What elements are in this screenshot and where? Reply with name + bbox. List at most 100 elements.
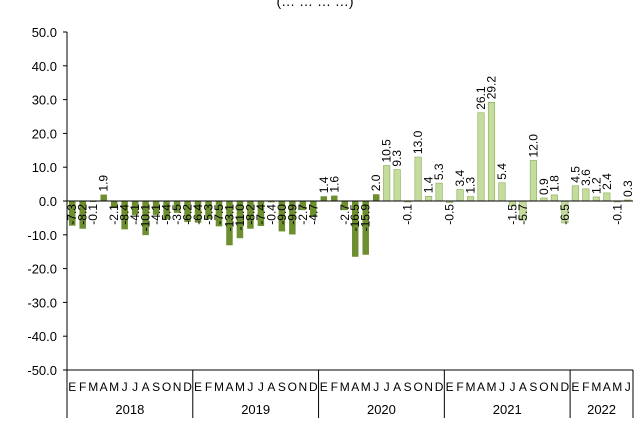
bar (236, 201, 244, 239)
data-label: 0.9 (537, 178, 551, 195)
data-label: -0.1 (610, 204, 624, 225)
x-tick-label: D (183, 380, 192, 394)
x-tick-label: F (79, 380, 86, 394)
bar (582, 188, 590, 202)
x-tick-label: E (320, 380, 328, 394)
bar (68, 201, 76, 226)
data-label: 1.4 (422, 176, 436, 193)
x-tick-label: J (122, 380, 128, 394)
data-label: -6.4 (191, 204, 205, 225)
bar (477, 112, 485, 202)
year-label: 2021 (493, 402, 522, 417)
data-label: -13.1 (222, 204, 236, 232)
bar (571, 185, 579, 202)
data-label: 2.4 (600, 173, 614, 190)
data-label: 5.3 (432, 163, 446, 180)
data-label: -2.1 (107, 204, 121, 225)
data-label: 12.0 (526, 134, 540, 158)
x-tick-label: O (162, 380, 171, 394)
x-tick-label: N (550, 380, 559, 394)
data-label: -11.0 (233, 204, 247, 231)
bar-series (68, 102, 632, 257)
x-tick-label: A (225, 380, 233, 394)
x-tick-label: D (561, 380, 570, 394)
x-tick-label: F (582, 380, 589, 394)
bar (247, 201, 254, 229)
year-label: 2019 (241, 402, 270, 417)
data-label: -6.5 (558, 204, 572, 225)
data-label: -0.1 (86, 204, 100, 225)
bar (351, 201, 359, 257)
bar (163, 201, 170, 220)
y-tick-label: 30.0 (32, 93, 57, 108)
data-label: -2.7 (296, 204, 310, 225)
x-tick-label: J (247, 380, 253, 394)
x-tick-label: J (509, 380, 515, 394)
x-tick-label: J (258, 380, 264, 394)
data-label: 9.3 (390, 150, 404, 167)
x-tick-label: M (340, 380, 350, 394)
data-label: -1.5 (505, 204, 519, 225)
x-tick-label: F (456, 380, 463, 394)
bar (289, 201, 296, 235)
data-label: -5.3 (202, 204, 216, 225)
bar (121, 201, 128, 230)
bar (100, 194, 107, 201)
bar (173, 201, 181, 213)
bar (299, 201, 307, 211)
data-label: -2.7 (338, 204, 352, 225)
data-label: 29.2 (485, 76, 499, 100)
year-label: 2020 (367, 402, 396, 417)
y-tick-label: -30.0 (27, 295, 57, 310)
data-label: -4.1 (149, 204, 163, 225)
x-tick-label: E (446, 380, 454, 394)
year-label: 2018 (115, 402, 144, 417)
data-label: 1.9 (97, 175, 111, 192)
data-label: -6.2 (181, 204, 195, 225)
x-tick-label: A (267, 380, 275, 394)
bar (184, 201, 191, 222)
x-tick-label: E (68, 380, 76, 394)
data-labels: -7.3-8.2-0.11.9-2.1-8.4-4.1-10.1-4.1-5.4… (65, 76, 635, 232)
x-tick-label: M (487, 380, 497, 394)
data-label: -10.1 (139, 204, 153, 232)
data-label: -8.4 (118, 204, 132, 225)
y-tick-label: 40.0 (32, 59, 57, 74)
x-tick-label: E (194, 380, 202, 394)
data-label: 1.4 (317, 176, 331, 193)
data-label: 1.6 (327, 176, 341, 193)
year-label: 2022 (587, 402, 616, 417)
data-label: 13.0 (411, 130, 425, 154)
x-tick-label: M (361, 380, 371, 394)
x-tick-label: M (88, 380, 98, 394)
bar (372, 194, 380, 201)
data-label: 4.5 (568, 166, 582, 183)
bar (341, 201, 349, 211)
data-label: 5.4 (495, 163, 509, 180)
bar (310, 201, 317, 217)
bar (425, 195, 433, 202)
data-label: 3.6 (579, 169, 593, 186)
x-tick-label: A (519, 380, 527, 394)
x-tick-label: N (424, 380, 433, 394)
x-tick-label: M (591, 380, 601, 394)
y-tick-label: 10.0 (32, 160, 57, 175)
x-tick-label: N (298, 380, 307, 394)
x-tick-label: A (477, 380, 485, 394)
bar (456, 189, 464, 202)
bar (487, 102, 496, 202)
bar (110, 201, 118, 209)
data-label: -9.9 (285, 204, 299, 225)
x-tick-label: J (384, 380, 390, 394)
data-label: -7.4 (254, 204, 268, 225)
data-label: -7.3 (65, 204, 79, 225)
bar (142, 201, 149, 236)
bar (383, 165, 391, 202)
data-label: -15.9 (359, 204, 373, 232)
data-label: 0.3 (621, 180, 635, 197)
bar (79, 201, 86, 229)
data-label: -5.7 (516, 204, 530, 225)
y-axis: 50.0 40.0 30.0 20.0 10.0 0.0 -10.0 -20.0 -30.0 -4… (27, 25, 68, 378)
